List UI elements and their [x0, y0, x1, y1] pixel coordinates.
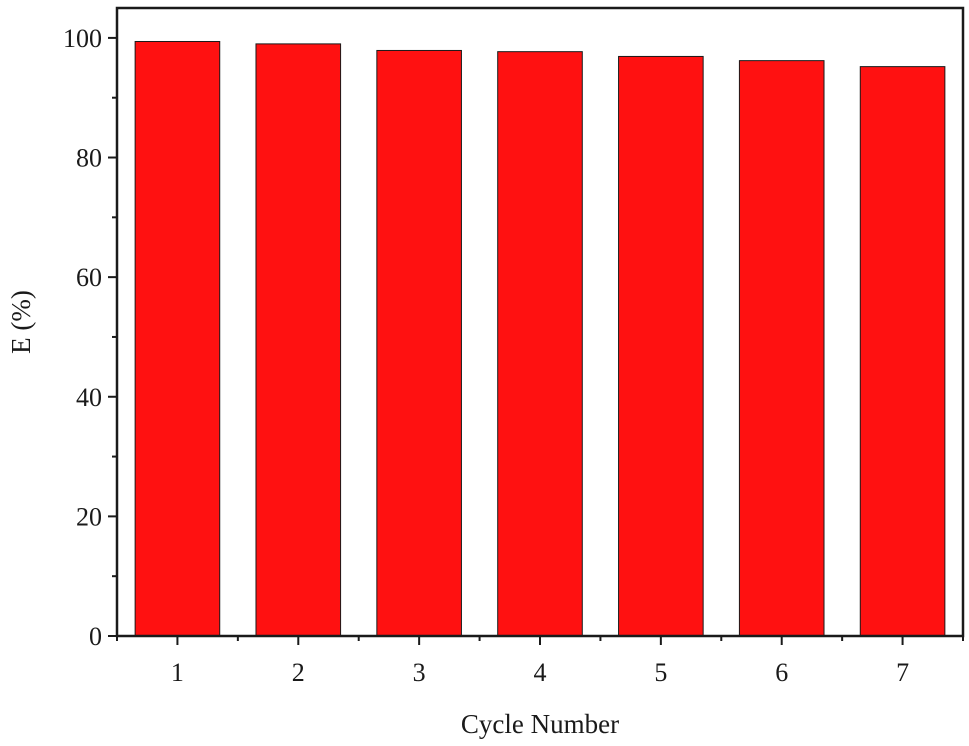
- bar-cycle-4: [497, 51, 583, 637]
- x-tick-label: 2: [292, 658, 305, 687]
- bar-cycle-3: [376, 49, 462, 637]
- x-axis-title: Cycle Number: [461, 709, 619, 739]
- y-tick-label: 80: [76, 144, 102, 173]
- y-tick-label: 0: [89, 622, 102, 651]
- y-axis: 0 20 40 60 80 100: [63, 24, 117, 651]
- x-tick-label: 5: [654, 658, 667, 687]
- x-axis: 1 2 3 4 5 6 7: [116, 636, 964, 687]
- y-tick-label: 60: [76, 263, 102, 292]
- y-tick-label: 20: [76, 502, 102, 531]
- y-tick-label: 40: [76, 383, 102, 412]
- y-tick-label: 100: [63, 24, 102, 53]
- bar-cycle-5: [618, 55, 704, 637]
- y-axis-title: E (%): [6, 290, 36, 354]
- bar-cycle-6: [738, 60, 825, 637]
- x-tick-label: 1: [171, 658, 184, 687]
- x-tick-label: 7: [896, 658, 909, 687]
- bar-cycle-1: [134, 40, 221, 637]
- bar-cycle-7: [859, 66, 946, 637]
- x-tick-label: 6: [775, 658, 788, 687]
- x-tick-label: 4: [534, 658, 547, 687]
- x-tick-label: 3: [413, 658, 426, 687]
- bar-cycle-2: [255, 43, 342, 637]
- bars-group: [134, 40, 946, 637]
